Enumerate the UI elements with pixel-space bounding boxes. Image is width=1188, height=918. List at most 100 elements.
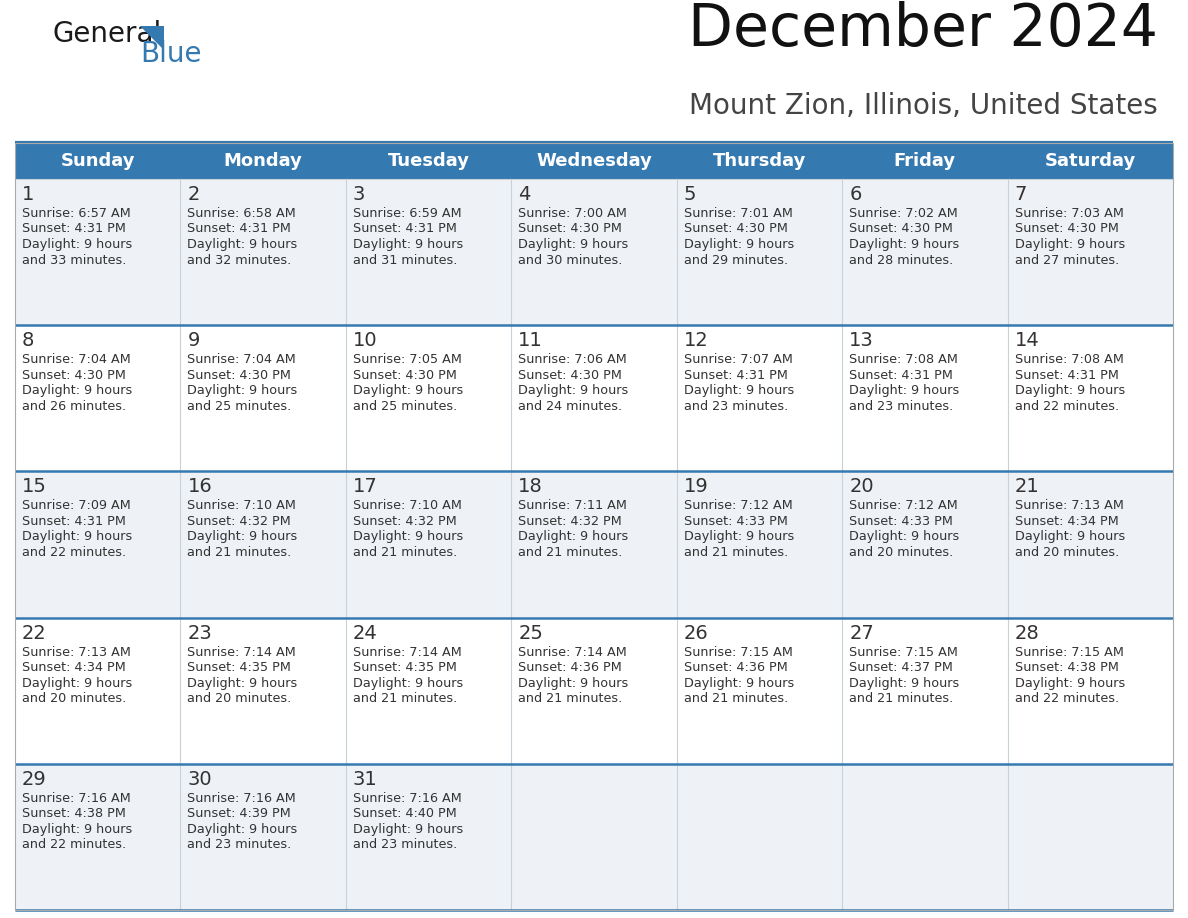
- Text: 5: 5: [684, 185, 696, 204]
- Text: Daylight: 9 hours: Daylight: 9 hours: [518, 531, 628, 543]
- Text: 16: 16: [188, 477, 213, 497]
- Text: and 21 minutes.: and 21 minutes.: [353, 692, 457, 705]
- Text: Sunrise: 7:08 AM: Sunrise: 7:08 AM: [849, 353, 958, 366]
- Text: Thursday: Thursday: [713, 152, 807, 170]
- Text: 15: 15: [23, 477, 46, 497]
- Text: Sunrise: 7:13 AM: Sunrise: 7:13 AM: [23, 645, 131, 658]
- Text: Daylight: 9 hours: Daylight: 9 hours: [684, 385, 794, 397]
- Text: Daylight: 9 hours: Daylight: 9 hours: [23, 238, 132, 251]
- Text: Sunrise: 7:01 AM: Sunrise: 7:01 AM: [684, 207, 792, 220]
- Text: 27: 27: [849, 623, 874, 643]
- Text: 12: 12: [684, 331, 708, 350]
- Text: Daylight: 9 hours: Daylight: 9 hours: [23, 677, 132, 689]
- Text: 30: 30: [188, 770, 211, 789]
- Text: Sunset: 4:30 PM: Sunset: 4:30 PM: [518, 369, 623, 382]
- Text: Daylight: 9 hours: Daylight: 9 hours: [188, 238, 298, 251]
- Text: 8: 8: [23, 331, 34, 350]
- Text: 21: 21: [1015, 477, 1040, 497]
- Text: and 31 minutes.: and 31 minutes.: [353, 253, 457, 266]
- Text: and 20 minutes.: and 20 minutes.: [1015, 546, 1119, 559]
- Text: Sunrise: 7:10 AM: Sunrise: 7:10 AM: [353, 499, 462, 512]
- Text: 7: 7: [1015, 185, 1026, 204]
- Text: Sunrise: 7:16 AM: Sunrise: 7:16 AM: [353, 792, 462, 805]
- Text: Monday: Monday: [223, 152, 303, 170]
- Text: 14: 14: [1015, 331, 1040, 350]
- Text: Daylight: 9 hours: Daylight: 9 hours: [23, 385, 132, 397]
- Text: Sunrise: 7:06 AM: Sunrise: 7:06 AM: [518, 353, 627, 366]
- Text: Sunset: 4:32 PM: Sunset: 4:32 PM: [188, 515, 291, 528]
- Text: and 22 minutes.: and 22 minutes.: [1015, 399, 1119, 413]
- Text: Sunrise: 7:14 AM: Sunrise: 7:14 AM: [188, 645, 296, 658]
- Text: 25: 25: [518, 623, 543, 643]
- Text: Sunset: 4:30 PM: Sunset: 4:30 PM: [518, 222, 623, 236]
- Text: and 20 minutes.: and 20 minutes.: [849, 546, 954, 559]
- Text: 20: 20: [849, 477, 873, 497]
- Text: and 26 minutes.: and 26 minutes.: [23, 399, 126, 413]
- Text: Sunrise: 7:12 AM: Sunrise: 7:12 AM: [849, 499, 958, 512]
- Text: Daylight: 9 hours: Daylight: 9 hours: [1015, 677, 1125, 689]
- Text: Daylight: 9 hours: Daylight: 9 hours: [1015, 531, 1125, 543]
- Text: Sunrise: 7:14 AM: Sunrise: 7:14 AM: [353, 645, 462, 658]
- Text: Daylight: 9 hours: Daylight: 9 hours: [849, 531, 960, 543]
- Text: Daylight: 9 hours: Daylight: 9 hours: [23, 823, 132, 835]
- Text: and 28 minutes.: and 28 minutes.: [849, 253, 954, 266]
- Text: and 30 minutes.: and 30 minutes.: [518, 253, 623, 266]
- Text: Saturday: Saturday: [1044, 152, 1136, 170]
- Text: Sunset: 4:38 PM: Sunset: 4:38 PM: [23, 807, 126, 821]
- Text: 17: 17: [353, 477, 378, 497]
- Text: 18: 18: [518, 477, 543, 497]
- Text: Daylight: 9 hours: Daylight: 9 hours: [188, 677, 298, 689]
- Bar: [15, 618, 1173, 764]
- Text: 1: 1: [23, 185, 34, 204]
- Text: and 21 minutes.: and 21 minutes.: [518, 692, 623, 705]
- Text: and 22 minutes.: and 22 minutes.: [23, 838, 126, 851]
- Text: Sunrise: 7:04 AM: Sunrise: 7:04 AM: [188, 353, 296, 366]
- Text: Sunset: 4:31 PM: Sunset: 4:31 PM: [353, 222, 456, 236]
- Text: and 23 minutes.: and 23 minutes.: [684, 399, 788, 413]
- Text: Sunset: 4:40 PM: Sunset: 4:40 PM: [353, 807, 456, 821]
- Text: and 21 minutes.: and 21 minutes.: [518, 546, 623, 559]
- Text: Daylight: 9 hours: Daylight: 9 hours: [684, 531, 794, 543]
- Text: Blue: Blue: [140, 40, 202, 68]
- Text: Sunset: 4:30 PM: Sunset: 4:30 PM: [1015, 222, 1118, 236]
- Text: Sunrise: 7:05 AM: Sunrise: 7:05 AM: [353, 353, 462, 366]
- Text: Sunrise: 7:00 AM: Sunrise: 7:00 AM: [518, 207, 627, 220]
- Text: Sunset: 4:30 PM: Sunset: 4:30 PM: [849, 222, 953, 236]
- Text: Mount Zion, Illinois, United States: Mount Zion, Illinois, United States: [689, 92, 1158, 120]
- Text: Sunrise: 7:14 AM: Sunrise: 7:14 AM: [518, 645, 627, 658]
- Text: Sunset: 4:31 PM: Sunset: 4:31 PM: [684, 369, 788, 382]
- Text: 6: 6: [849, 185, 861, 204]
- Text: Sunset: 4:31 PM: Sunset: 4:31 PM: [188, 222, 291, 236]
- Text: Sunset: 4:37 PM: Sunset: 4:37 PM: [849, 661, 953, 674]
- Text: and 20 minutes.: and 20 minutes.: [188, 692, 292, 705]
- Text: and 22 minutes.: and 22 minutes.: [23, 546, 126, 559]
- Text: 28: 28: [1015, 623, 1040, 643]
- Text: Daylight: 9 hours: Daylight: 9 hours: [1015, 385, 1125, 397]
- Bar: [15, 143, 1173, 910]
- Text: and 23 minutes.: and 23 minutes.: [353, 838, 457, 851]
- Text: Sunrise: 7:09 AM: Sunrise: 7:09 AM: [23, 499, 131, 512]
- Text: Sunset: 4:34 PM: Sunset: 4:34 PM: [1015, 515, 1118, 528]
- Text: Sunrise: 7:15 AM: Sunrise: 7:15 AM: [1015, 645, 1124, 658]
- Text: Sunset: 4:31 PM: Sunset: 4:31 PM: [849, 369, 953, 382]
- Text: Daylight: 9 hours: Daylight: 9 hours: [684, 677, 794, 689]
- Text: and 23 minutes.: and 23 minutes.: [188, 838, 292, 851]
- Text: and 21 minutes.: and 21 minutes.: [849, 692, 954, 705]
- Text: Sunset: 4:32 PM: Sunset: 4:32 PM: [353, 515, 456, 528]
- Text: Daylight: 9 hours: Daylight: 9 hours: [188, 385, 298, 397]
- Text: Sunset: 4:35 PM: Sunset: 4:35 PM: [353, 661, 456, 674]
- Text: Daylight: 9 hours: Daylight: 9 hours: [518, 677, 628, 689]
- Text: 24: 24: [353, 623, 378, 643]
- Text: 23: 23: [188, 623, 213, 643]
- Text: Sunset: 4:31 PM: Sunset: 4:31 PM: [23, 222, 126, 236]
- Text: Sunrise: 7:10 AM: Sunrise: 7:10 AM: [188, 499, 296, 512]
- Text: Sunrise: 7:11 AM: Sunrise: 7:11 AM: [518, 499, 627, 512]
- Text: Daylight: 9 hours: Daylight: 9 hours: [849, 238, 960, 251]
- Text: Sunrise: 7:13 AM: Sunrise: 7:13 AM: [1015, 499, 1124, 512]
- Text: 10: 10: [353, 331, 378, 350]
- Text: Friday: Friday: [893, 152, 956, 170]
- Bar: [15, 764, 1173, 910]
- Text: Wednesday: Wednesday: [536, 152, 652, 170]
- Text: Sunset: 4:33 PM: Sunset: 4:33 PM: [849, 515, 953, 528]
- Text: Sunrise: 7:04 AM: Sunrise: 7:04 AM: [23, 353, 131, 366]
